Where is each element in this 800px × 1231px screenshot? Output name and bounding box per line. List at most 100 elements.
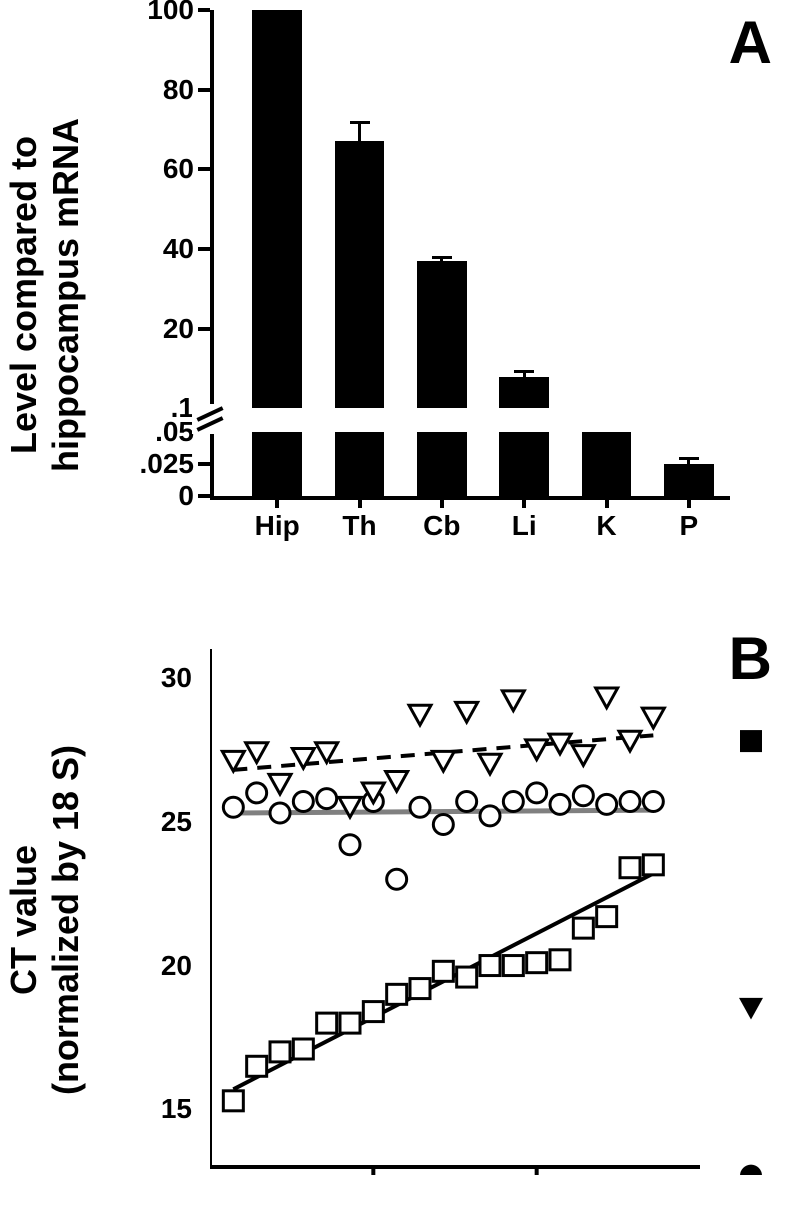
panel-a-ytick: [198, 88, 210, 92]
panel-a-xtick: [605, 496, 609, 508]
panel-b-ytick-label: 20: [122, 950, 192, 982]
marker-triangles: [386, 771, 408, 791]
panel-a-ytick: [198, 462, 210, 466]
panel-b-ylabel-line1: CT value: [3, 745, 45, 1095]
panel-b-ytick-label: 15: [122, 1093, 192, 1125]
panel-a-ytick-label: 100: [114, 0, 194, 26]
panel-a-bar: [664, 464, 713, 496]
marker-circles: [503, 792, 523, 812]
panel-b-ylabel: CT value (normalized by 18 S): [3, 745, 87, 1095]
panel-a-xtick: [275, 496, 279, 508]
panel-a-bar: [417, 261, 466, 408]
panel-a-xtick-label: P: [679, 510, 698, 542]
panel-a-ytick-label: 60: [114, 153, 194, 185]
legend-filled-square: [740, 730, 762, 752]
panel-a-ylabel-line1: Level compared to: [3, 118, 45, 472]
marker-squares: [573, 918, 593, 938]
panel-b-svg: [210, 645, 710, 1175]
marker-squares: [270, 1042, 290, 1062]
panel-b-ylabel-line2: (normalized by 18 S): [45, 745, 87, 1095]
marker-circles: [247, 783, 267, 803]
panel-a-errorcap: [679, 457, 699, 460]
marker-squares: [317, 1013, 337, 1033]
marker-squares: [387, 984, 407, 1004]
marker-squares: [527, 953, 547, 973]
marker-squares: [503, 956, 523, 976]
marker-circles: [270, 803, 290, 823]
marker-circles: [433, 815, 453, 835]
panel-a-ylabel: Level compared to hippocampus mRNA: [3, 118, 87, 472]
marker-squares: [433, 961, 453, 981]
marker-triangles: [409, 705, 431, 725]
panel-a-xtick: [440, 496, 444, 508]
marker-triangles: [316, 743, 338, 763]
marker-triangles: [479, 754, 501, 774]
marker-triangles: [642, 708, 664, 728]
marker-squares: [363, 1002, 383, 1022]
marker-triangles: [432, 751, 454, 771]
panel-a-ytick: [198, 327, 210, 331]
marker-circles: [643, 792, 663, 812]
marker-squares: [597, 907, 617, 927]
panel-a-ytick: [198, 8, 210, 12]
marker-circles: [620, 792, 640, 812]
marker-triangles: [246, 743, 268, 763]
panel-a-ytick: [198, 247, 210, 251]
marker-circles: [293, 792, 313, 812]
panel-a-bar: [499, 432, 548, 496]
panel-b-ytick-label: 25: [122, 806, 192, 838]
panel-a-xtick: [522, 496, 526, 508]
panel-a-ytick-label: 0: [114, 480, 194, 512]
marker-squares: [643, 855, 663, 875]
marker-squares: [223, 1091, 243, 1111]
panel-a-errorbar: [358, 122, 361, 142]
marker-squares: [550, 950, 570, 970]
marker-triangles: [456, 702, 478, 722]
marker-circles: [597, 794, 617, 814]
panel-a-xtick-label: Li: [512, 510, 537, 542]
marker-squares: [247, 1056, 267, 1076]
marker-triangles: [596, 688, 618, 708]
marker-triangles: [572, 746, 594, 766]
axis-break-icon: [192, 404, 228, 434]
panel-b: CT value (normalized by 18 S) 15202530 B: [0, 620, 800, 1220]
panel-a-yaxis-upper: [210, 10, 214, 408]
panel-a-xtick-label: Th: [342, 510, 376, 542]
marker-circles: [387, 869, 407, 889]
panel-a-ytick: [198, 167, 210, 171]
panel-a-bar: [252, 432, 301, 496]
panel-a-bar: [252, 10, 301, 408]
marker-triangles: [269, 774, 291, 794]
marker-squares: [293, 1039, 313, 1059]
panel-a-letter: A: [729, 8, 772, 77]
marker-squares: [410, 979, 430, 999]
panel-a-xtick-label: K: [596, 510, 616, 542]
panel-a-ytick-label: .025: [114, 448, 194, 480]
panel-a-ylabel-line2: hippocampus mRNA: [45, 118, 87, 472]
marker-circles: [410, 797, 430, 817]
legend-filled-circle: [740, 1165, 762, 1175]
panel-a-ytick: [198, 494, 210, 498]
panel-a-yaxis-lower: [210, 432, 214, 496]
marker-squares: [480, 956, 500, 976]
panel-a: Level compared to hippocampus mRNA 20 40 6…: [0, 0, 800, 590]
panel-a-errorcap: [350, 121, 370, 124]
marker-circles: [457, 792, 477, 812]
marker-circles: [223, 797, 243, 817]
panel-a-xtick: [687, 496, 691, 508]
marker-circles: [340, 835, 360, 855]
panel-a-ytick-label: 40: [114, 233, 194, 265]
panel-a-ytick-label: 20: [114, 313, 194, 345]
panel-b-ytick-label: 30: [122, 662, 192, 694]
panel-a-bar: [335, 432, 384, 496]
figure: Level compared to hippocampus mRNA 20 40 6…: [0, 0, 800, 1231]
panel-a-bar: [582, 432, 631, 496]
panel-b-plot: 15202530: [210, 645, 710, 1175]
panel-a-xtick-label: Cb: [423, 510, 460, 542]
marker-circles: [550, 794, 570, 814]
marker-squares: [457, 967, 477, 987]
marker-triangles: [526, 740, 548, 760]
panel-a-errorcap: [432, 256, 452, 259]
panel-b-letter: B: [729, 624, 772, 693]
panel-a-bar: [499, 377, 548, 408]
